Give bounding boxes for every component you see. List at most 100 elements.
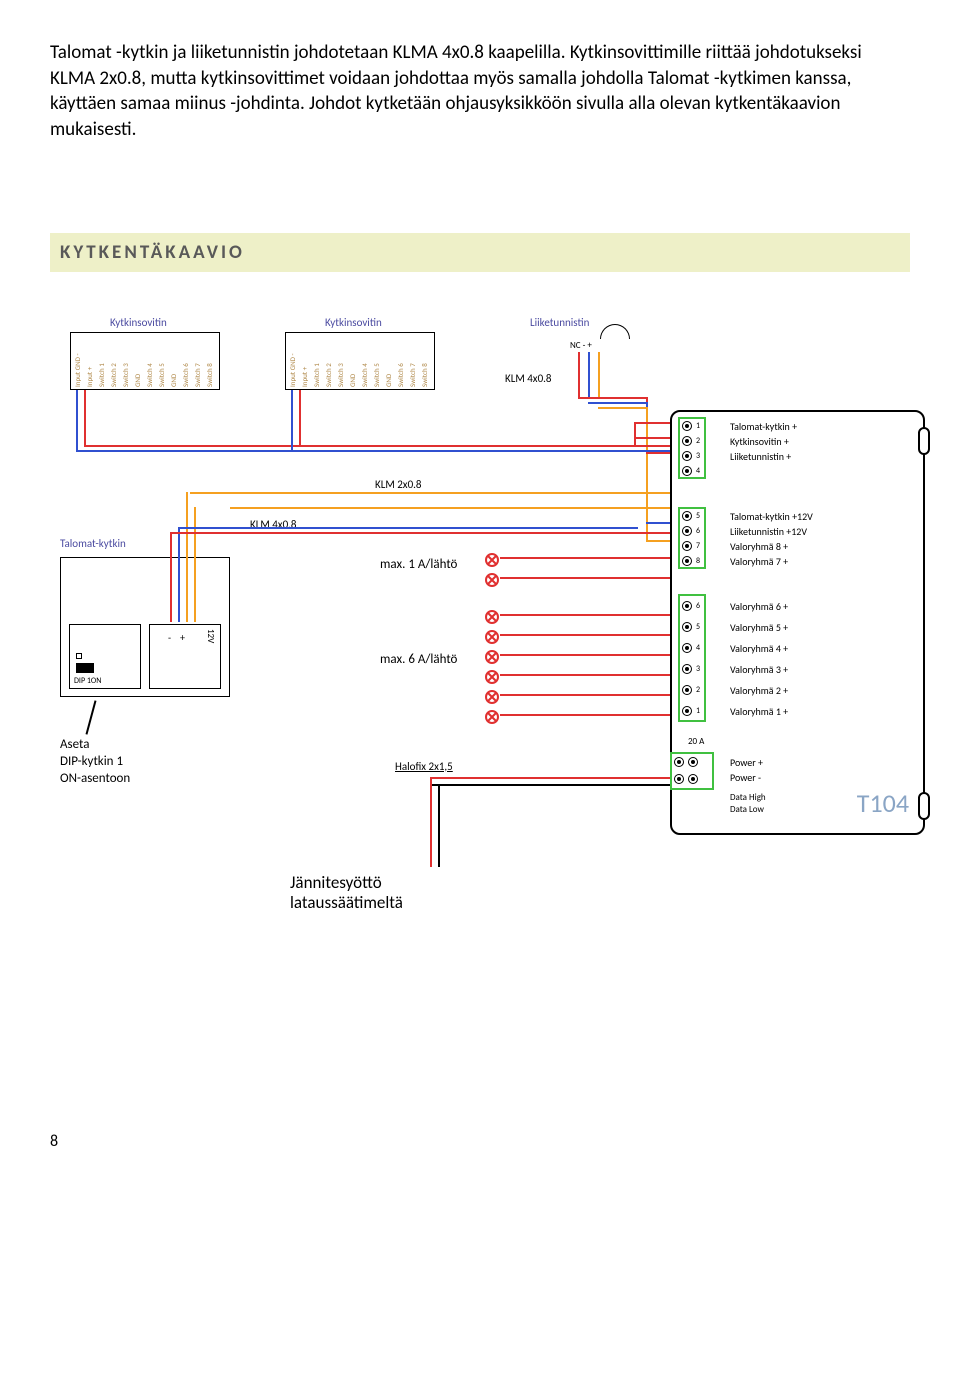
dip-note-1: Aseta [60, 737, 89, 752]
terminal-label: Valoryhmä 2 + [730, 680, 788, 701]
terminal-label: Power - [730, 770, 763, 785]
term-labels-data: Data HighData Low [730, 792, 766, 816]
fuse-icon [485, 710, 499, 724]
wire [598, 407, 648, 409]
controller-name: T104 [857, 787, 909, 819]
pin-label: GND [133, 339, 145, 389]
terminal-label: Talomat-kytkin + [730, 419, 797, 434]
wire [430, 784, 680, 786]
wire [186, 492, 188, 622]
terminal-label: Liiketunnistin + [730, 449, 797, 464]
wire [84, 445, 636, 447]
pin-label: Switch 4 [360, 339, 372, 389]
wire [84, 390, 86, 445]
terminal-label: Valoryhmä 4 + [730, 638, 788, 659]
fuse-icon [485, 630, 499, 644]
pin-label: Input + [85, 339, 97, 389]
cable-label-3: KLM 4x0.8 [250, 518, 297, 531]
fuse-icon [485, 573, 499, 587]
terminal-label: Valoryhmä 3 + [730, 659, 788, 680]
wire [578, 397, 648, 399]
adapter1-pins: Input GND -Input +Switch 1Switch 2Switch… [73, 339, 217, 389]
detector-arc-icon [600, 324, 630, 339]
dip-note-2: DIP-kytkin 1 [60, 754, 123, 769]
pin-label: GND [384, 339, 396, 389]
wire [76, 450, 636, 452]
wire [178, 527, 180, 622]
wire [634, 422, 636, 445]
fuse-icon [485, 670, 499, 684]
term-block-2: 5678 [678, 507, 706, 569]
terminal-label: Talomat-kytkin +12V [730, 509, 813, 524]
adapter2-label: Kytkinsovitin [325, 316, 382, 329]
pin-label: Switch 2 [324, 339, 336, 389]
talomat-label: Talomat-kytkin [60, 537, 126, 550]
wire [500, 614, 680, 616]
dip-sw [76, 653, 82, 659]
wiring-diagram: Kytkinsovitin Input GND -Input +Switch 1… [50, 332, 930, 1032]
terminal-label: Valoryhmä 5 + [730, 617, 788, 638]
pin-label: Switch 5 [372, 339, 384, 389]
fuse-icon [485, 610, 499, 624]
wire [500, 714, 680, 716]
wire [170, 532, 680, 534]
wire [178, 527, 638, 529]
terminal-label: Data High [730, 792, 766, 804]
mount-ear-icon [918, 792, 930, 820]
dip-note-3: ON-asentoon [60, 771, 130, 786]
dip-icon [76, 663, 94, 673]
wire [438, 784, 440, 867]
wire [430, 777, 680, 779]
section-heading: KYTKENTÄKAAVIO [50, 233, 910, 272]
pin-label: Input GND - [288, 339, 300, 389]
pin-label: Switch 3 [336, 339, 348, 389]
wire [76, 390, 78, 450]
wire [170, 532, 172, 622]
terminal-label: Power + [730, 755, 763, 770]
page-number: 8 [50, 1132, 910, 1151]
fuse-icon [485, 553, 499, 567]
term-labels-top: Talomat-kytkin +Kytkinsovitin +Liiketunn… [730, 419, 797, 464]
wire [194, 507, 196, 622]
adapter1-box: Input GND -Input +Switch 1Switch 2Switch… [70, 332, 220, 390]
talomat-box: DIP 1ON 12V - + [60, 557, 230, 697]
wire [598, 352, 600, 397]
wire [500, 577, 680, 579]
wire [500, 557, 680, 559]
pin-label: Switch 8 [420, 339, 432, 389]
talomat-inner1: DIP 1ON [69, 624, 141, 689]
pin-label: Switch 7 [193, 339, 205, 389]
detector-label: Liiketunnistin [530, 316, 589, 329]
twelve-v: 12V [205, 629, 216, 643]
pin-label: Input GND - [73, 339, 85, 389]
pin-label: Switch 7 [408, 339, 420, 389]
pin-label: Input + [300, 339, 312, 389]
pin-label: GND [348, 339, 360, 389]
wire [86, 700, 97, 734]
wire [588, 402, 648, 404]
fuse-icon [485, 690, 499, 704]
wire [500, 654, 680, 656]
cable-label-1: KLM 4x0.8 [505, 372, 552, 385]
mount-ear-icon [918, 427, 930, 455]
pin-label: Switch 4 [145, 339, 157, 389]
wire [299, 390, 301, 445]
fuse-icon [485, 650, 499, 664]
pin-label: Switch 6 [396, 339, 408, 389]
terminal-label: Valoryhmä 8 + [730, 539, 813, 554]
term-block-3: 654321 [678, 594, 706, 722]
psu-label-1: Jännitesyöttö [290, 872, 382, 893]
pin-label: Switch 1 [97, 339, 109, 389]
max1-label: max. 1 A/lähtö [380, 557, 457, 572]
term-labels-power: Power +Power - [730, 755, 763, 785]
psu-label-2: lataussäätimeltä [290, 892, 403, 913]
terminal-label: Valoryhmä 6 + [730, 596, 788, 617]
pin-label: Switch 6 [181, 339, 193, 389]
wire [646, 407, 648, 540]
fuses-bottom [485, 607, 499, 727]
pin-label: Switch 5 [157, 339, 169, 389]
wire [230, 507, 680, 509]
wire [190, 492, 680, 494]
dip-text: DIP 1ON [74, 676, 101, 686]
wire [430, 777, 432, 867]
